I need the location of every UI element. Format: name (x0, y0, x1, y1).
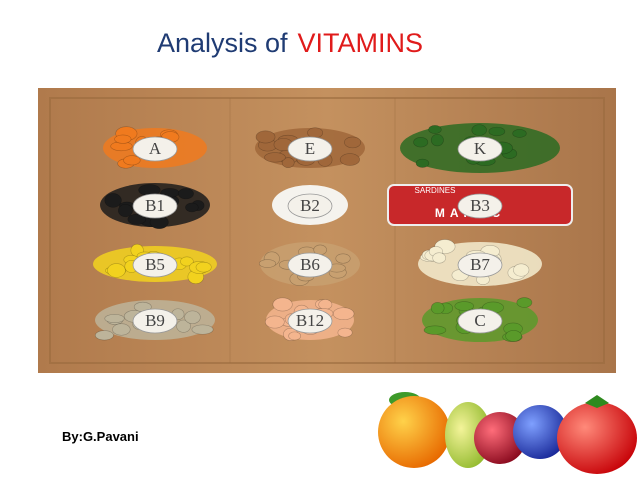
orange (378, 396, 450, 468)
title-highlight: VITAMINS (298, 28, 424, 58)
spinach-piece (471, 124, 487, 136)
shrimp-piece (332, 307, 355, 321)
vitamin-label: B6 (300, 255, 320, 274)
title: Analysis of VITAMINS (157, 28, 423, 58)
can-text: SARDINES (415, 186, 456, 195)
kiwi-piece (516, 297, 533, 308)
seeds-piece (104, 314, 125, 324)
label-badge (132, 308, 178, 334)
kiwi-piece (430, 302, 445, 315)
label-badge (132, 252, 178, 278)
label-badge (132, 193, 178, 219)
label-badge (287, 252, 333, 278)
spinach-piece (415, 158, 430, 168)
vitamin-label: C (474, 311, 485, 330)
plum (513, 405, 567, 459)
black-beans-piece (104, 193, 122, 208)
almonds-piece (344, 136, 362, 149)
pomegranate (474, 412, 526, 464)
label-badge (457, 252, 503, 278)
shrimp-piece (318, 299, 333, 310)
spinach-piece (488, 126, 506, 137)
shrimp-piece (264, 315, 285, 329)
carrots-piece (114, 134, 132, 144)
vitamin-label: B3 (470, 196, 490, 215)
vitamin-label: A (149, 139, 162, 158)
vitamin-label: B7 (470, 255, 490, 274)
almonds-piece (264, 152, 286, 163)
seeds-piece (112, 323, 131, 336)
seeds-piece (184, 310, 201, 324)
kiwi-piece (454, 301, 474, 311)
shrimp-piece (288, 331, 301, 341)
board: AEKB1B2SARDINESMAROCB3B5B6B7B9B12C (38, 88, 616, 373)
vitamin-label: B5 (145, 255, 165, 274)
label-badge (287, 136, 333, 162)
corn-piece (107, 263, 126, 278)
seeds-piece (191, 324, 214, 335)
black-beans-piece (185, 202, 199, 213)
label-badge (132, 136, 178, 162)
corn-piece (195, 261, 212, 273)
nuts-piece (258, 259, 277, 268)
black-beans-piece (117, 204, 133, 218)
nuts-piece (335, 253, 351, 264)
fruit-illustration (378, 392, 637, 474)
spinach-piece (512, 129, 527, 138)
almonds-piece (339, 153, 360, 166)
tomato (557, 402, 637, 474)
shrimp-piece (337, 327, 353, 338)
vitamin-label: E (305, 139, 315, 158)
label-badge (287, 308, 333, 334)
black-beans-piece (127, 213, 147, 225)
vitamin-label: B2 (300, 196, 320, 215)
title-prefix: Analysis of (157, 28, 288, 58)
kiwi-piece (505, 330, 522, 342)
label-badge (457, 193, 503, 219)
kiwi-piece (423, 325, 447, 335)
seeds-piece (94, 330, 114, 341)
almonds-piece (281, 157, 295, 168)
almonds-piece (307, 127, 324, 139)
vitamin-label: K (474, 139, 487, 158)
banana-piece (513, 263, 530, 277)
spinach-piece (428, 125, 442, 134)
vitamin-label: B9 (145, 311, 165, 330)
shrimp-piece (272, 297, 293, 312)
carrots-piece (123, 155, 141, 166)
board-groove (49, 97, 605, 364)
spinach-piece (413, 137, 429, 148)
vitamin-label: B1 (145, 196, 165, 215)
tomato-stem (585, 395, 609, 408)
black-beans-piece (177, 188, 194, 200)
label-badge (457, 308, 503, 334)
label-badge (287, 193, 333, 219)
corn-piece (180, 256, 194, 267)
label-badge (457, 136, 503, 162)
author: By:G.Pavani (62, 429, 139, 444)
seeds-piece (176, 319, 191, 333)
banana-piece (432, 252, 446, 264)
almonds-piece (255, 130, 276, 144)
spinach-piece (430, 134, 444, 147)
vitamin-label: B12 (296, 311, 324, 330)
